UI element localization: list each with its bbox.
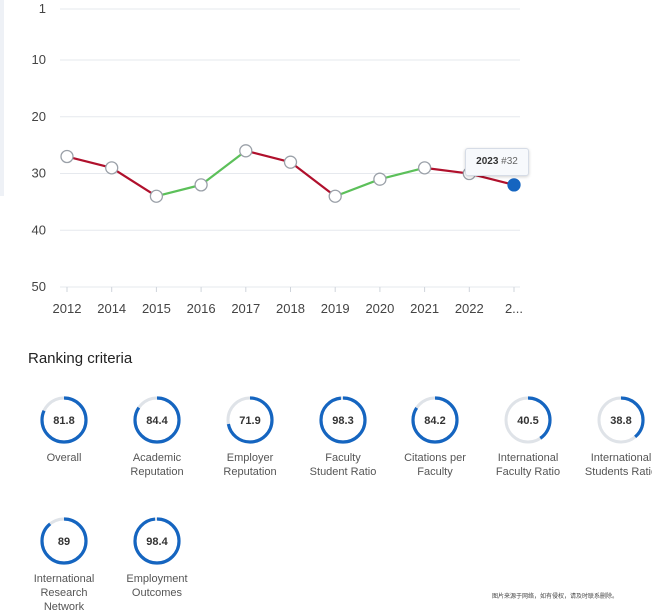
highlight-data-point [507, 178, 521, 192]
criterion-label: International Research Network [33, 573, 95, 613]
chart-tooltip: 2023 #32 [465, 148, 529, 176]
y-tick-label: 30 [32, 166, 46, 181]
criterion-item: 84.2 Citations per Faculty [390, 395, 480, 479]
score-ring: 71.9 [226, 396, 274, 444]
x-tick-label: 2016 [187, 301, 216, 316]
criterion-item: 40.5 International Faculty Ratio [483, 395, 573, 479]
criterion-label: International Faculty Ratio [495, 452, 561, 478]
x-tick-label: 2014 [97, 301, 126, 316]
y-tick-label: 40 [32, 222, 46, 237]
criterion-item: 71.9 Employer Reputation [205, 395, 295, 479]
criterion-label: Employer Reputation [223, 452, 277, 478]
y-tick-label: 1 [39, 1, 46, 16]
criterion-label: Employment Outcomes [126, 573, 188, 599]
y-tick-label: 50 [32, 279, 46, 294]
x-tick-label: 2022 [455, 301, 484, 316]
line-segment [155, 183, 203, 198]
score-ring-fill [133, 517, 181, 565]
score-value: 98.3 [332, 415, 353, 427]
criterion-label: Overall [46, 452, 82, 464]
x-tick-label: 2... [505, 301, 523, 316]
x-tick-label: 2017 [231, 301, 260, 316]
line-segment [65, 155, 113, 169]
y-tick-label: 20 [32, 109, 46, 124]
data-point [283, 155, 298, 169]
watermark: 图片来源于网络，如有侵权，请及时联系删除。 [492, 594, 619, 600]
score-ring-fill [319, 396, 367, 444]
score-value: 98.4 [146, 536, 168, 548]
score-ring-fill [411, 396, 459, 444]
left-accent-bar [0, 0, 4, 196]
score-value: 40.5 [517, 415, 538, 427]
data-point [105, 161, 119, 175]
score-ring: 98.3 [319, 396, 367, 444]
score-ring: 40.5 [504, 396, 552, 444]
score-ring-fill [597, 396, 645, 444]
x-tick-label: 2015 [142, 301, 171, 316]
criterion-item: 89 International Research Network [19, 516, 109, 614]
score-value: 89 [58, 536, 70, 548]
line-segment [378, 166, 426, 181]
criterion-label: Citations per Faculty [404, 452, 466, 478]
score-ring-fill [133, 396, 181, 444]
score-ring-fill [40, 517, 88, 565]
data-point [417, 161, 432, 175]
line-segment [334, 178, 381, 198]
x-tick-label: 2020 [365, 301, 394, 316]
line-segment [200, 149, 247, 186]
score-value: 38.8 [610, 415, 631, 427]
x-tick-label: 2019 [321, 301, 350, 316]
score-ring-fill [504, 396, 552, 444]
data-point [239, 144, 253, 158]
line-segment [289, 161, 337, 198]
criterion-label: Faculty Student Ratio [309, 452, 377, 478]
data-point [149, 189, 164, 203]
criterion-item: 98.3 Faculty Student Ratio [298, 395, 388, 479]
line-segment [423, 166, 471, 175]
score-value: 71.9 [239, 415, 260, 427]
data-point [328, 189, 342, 203]
data-point [373, 172, 387, 186]
score-ring: 84.2 [411, 396, 459, 444]
score-value: 84.2 [424, 415, 445, 427]
criterion-item: 81.8 Overall [19, 395, 109, 465]
score-ring: 98.4 [133, 517, 181, 565]
x-tick-label: 2012 [53, 301, 82, 316]
score-ring: 84.4 [133, 396, 181, 444]
line-segment [244, 149, 292, 164]
score-ring: 81.8 [40, 396, 88, 444]
tooltip-year: 2023 [476, 156, 499, 167]
x-tick-label: 2018 [276, 301, 305, 316]
criterion-item: 98.4 Employment Outcomes [112, 516, 202, 600]
score-ring: 38.8 [597, 396, 645, 444]
tooltip-rank: #32 [501, 156, 518, 167]
line-segment [110, 166, 158, 198]
score-ring-fill [40, 396, 88, 444]
score-value: 81.8 [53, 415, 74, 427]
criterion-item: 38.8 International Students Ratio [576, 395, 652, 479]
criterion-label: Academic Reputation [130, 452, 184, 478]
score-value: 84.4 [146, 415, 168, 427]
data-point [194, 178, 208, 192]
criterion-label: International Students Ratio [584, 452, 652, 478]
score-ring: 89 [40, 517, 88, 565]
ranking-criteria-title: Ranking criteria [28, 350, 133, 367]
criterion-item: 84.4 Academic Reputation [112, 395, 202, 479]
y-tick-label: 10 [32, 52, 46, 67]
x-tick-label: 2021 [410, 301, 439, 316]
data-point [60, 149, 74, 164]
ranking-history-chart: 1 10 20 30 40 50 2012 2014 2015 2016 2017 2018 2019 2… [32, 1, 524, 316]
score-ring-fill [226, 396, 274, 444]
